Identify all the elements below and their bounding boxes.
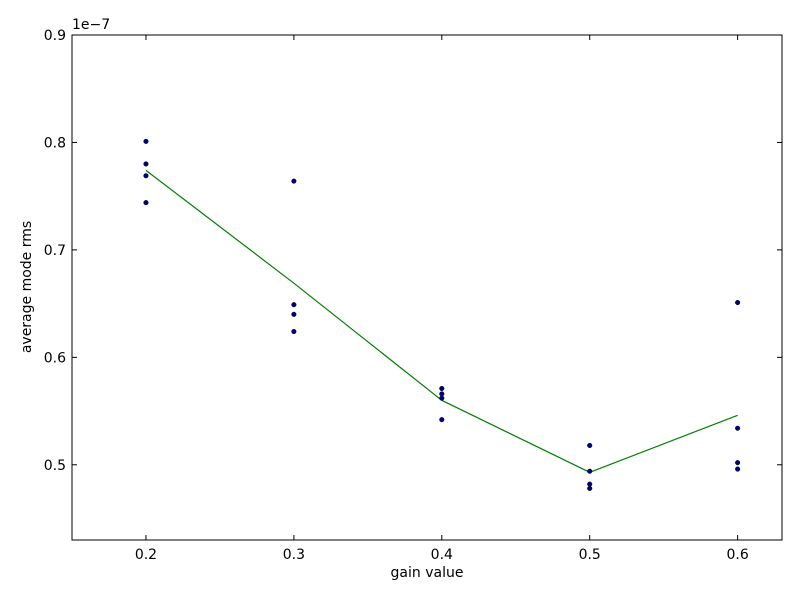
y-tick-label: 0.9	[44, 28, 66, 44]
data-point	[291, 302, 297, 308]
plot-area	[72, 35, 782, 540]
x-tick-label: 0.6	[726, 547, 748, 563]
data-point	[735, 425, 741, 431]
data-point	[291, 329, 297, 335]
data-point	[143, 138, 149, 144]
data-point	[291, 311, 297, 317]
data-point	[439, 385, 445, 392]
data-point	[587, 485, 593, 491]
points-layer	[143, 138, 741, 491]
y-offset-label: 1e−7	[72, 17, 110, 33]
data-point	[735, 460, 741, 466]
data-point	[735, 299, 741, 306]
y-tick-label: 0.8	[44, 135, 66, 151]
data-point	[735, 466, 741, 472]
x-tick-label: 0.2	[135, 547, 157, 563]
x-tick-label: 0.4	[431, 547, 453, 563]
ticks-layer: 0.2 0.3 0.4 0.5 0.6 0.5 0.6 0.7 0.8 0.9	[44, 28, 782, 563]
data-point	[587, 468, 593, 474]
data-point	[439, 391, 445, 397]
data-point	[143, 200, 149, 206]
x-tick-label: 0.5	[579, 547, 601, 563]
data-point	[587, 442, 593, 448]
x-tick-label: 0.3	[283, 547, 305, 563]
data-point	[587, 481, 593, 487]
y-axis-title: average mode rms	[19, 221, 35, 353]
y-tick-label: 0.5	[44, 458, 66, 474]
data-point	[291, 178, 297, 184]
data-point	[439, 417, 445, 423]
x-axis-title: gain value	[391, 565, 464, 581]
plot-frame	[71, 34, 783, 541]
data-point	[143, 173, 149, 179]
y-tick-label: 0.7	[44, 243, 66, 259]
data-point	[143, 161, 149, 167]
data-point	[439, 395, 445, 401]
y-tick-label: 0.6	[44, 350, 66, 366]
